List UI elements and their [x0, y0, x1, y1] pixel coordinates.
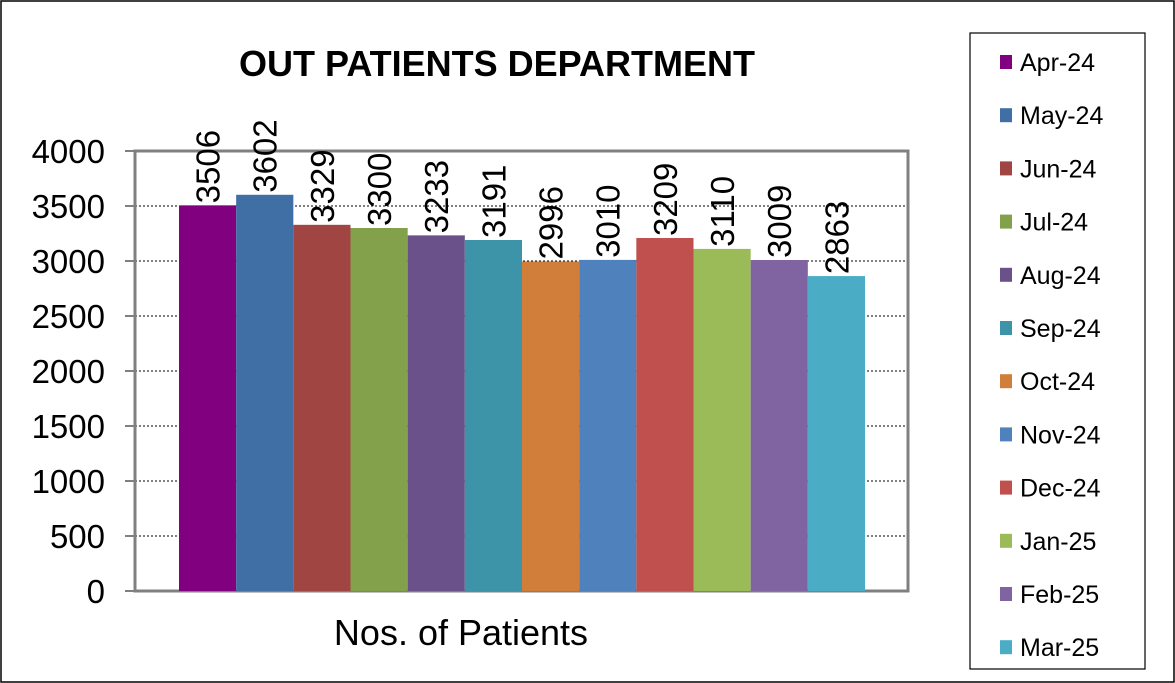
- bar-jun-24: [293, 224, 351, 591]
- legend-label-sep-24: Sep-24: [1020, 315, 1101, 343]
- bar-sep-24: [464, 239, 522, 592]
- legend-swatch-aug-24: [1000, 267, 1012, 282]
- bar-oct-24: [522, 261, 580, 591]
- y-tick-label: 3500: [32, 188, 105, 225]
- data-label-jul-24: 3300: [361, 153, 398, 226]
- bar-jan-25: [693, 248, 751, 591]
- legend-box: [969, 32, 1146, 670]
- legend-label-oct-24: Oct-24: [1020, 368, 1095, 396]
- data-label-feb-25: 3009: [761, 185, 798, 258]
- legend-label-jul-24: Jul-24: [1020, 209, 1088, 237]
- y-tick-label: 2000: [32, 353, 105, 390]
- bar-apr-24: [179, 205, 237, 591]
- legend-label-feb-25: Feb-25: [1020, 581, 1099, 609]
- y-tick-label: 1500: [32, 408, 105, 445]
- bar-dec-24: [636, 238, 694, 591]
- legend-swatch-jun-24: [1000, 161, 1012, 176]
- legend-label-aug-24: Aug-24: [1020, 262, 1101, 290]
- y-tick-label: 4000: [32, 133, 105, 170]
- legend-label-apr-24: Apr-24: [1020, 49, 1095, 77]
- bar-aug-24: [407, 235, 465, 591]
- data-label-oct-24: 2996: [533, 186, 570, 259]
- legend-swatch-oct-24: [1000, 374, 1012, 389]
- legend-label-jan-25: Jan-25: [1020, 528, 1096, 556]
- data-label-nov-24: 3010: [590, 184, 627, 257]
- data-label-mar-25: 2863: [818, 201, 855, 274]
- bar-mar-25: [807, 276, 865, 591]
- chart-title: OUT PATIENTS DEPARTMENT: [239, 43, 755, 84]
- legend-label-jun-24: Jun-24: [1020, 155, 1097, 183]
- y-tick-label: 0: [87, 573, 105, 610]
- data-label-may-24: 3602: [247, 119, 284, 192]
- y-axis-tick-labels: 0 500 1000 1500 2000 2500 3000 3500 4000: [32, 133, 135, 610]
- legend-label-dec-24: Dec-24: [1020, 475, 1101, 503]
- legend-swatch-feb-25: [1000, 587, 1012, 601]
- legend-swatch-sep-24: [1000, 321, 1012, 335]
- y-tick-label: 500: [50, 518, 105, 555]
- data-labels: 3506 3602 3329 3300 3233 3191 2996 3010 3209 3110…: [190, 119, 856, 274]
- legend-swatch-mar-25: [1000, 640, 1012, 655]
- legend-label-mar-25: Mar-25: [1020, 634, 1099, 662]
- bars: [179, 194, 865, 592]
- y-tick-label: 1000: [32, 463, 105, 500]
- data-label-apr-24: 3506: [190, 130, 227, 203]
- data-label-dec-24: 3209: [647, 163, 684, 236]
- data-label-sep-24: 3191: [475, 165, 512, 238]
- legend-label-may-24: May-24: [1020, 102, 1103, 130]
- bar-feb-25: [750, 260, 808, 591]
- y-tick-label: 3000: [32, 243, 105, 280]
- bar-jul-24: [350, 228, 408, 591]
- legend: Apr-24 May-24 Jun-24 Jul-24 Aug-24 Sep-24 Oct-…: [1000, 49, 1103, 662]
- bar-may-24: [236, 194, 294, 591]
- legend-swatch-jul-24: [1000, 214, 1012, 229]
- data-label-aug-24: 3233: [418, 160, 455, 233]
- data-label-jan-25: 3110: [704, 176, 741, 247]
- legend-label-nov-24: Nov-24: [1020, 421, 1101, 449]
- bar-nov-24: [579, 259, 637, 591]
- legend-swatch-dec-24: [1000, 480, 1012, 495]
- legend-swatch-may-24: [1000, 108, 1012, 123]
- legend-swatch-nov-24: [1000, 427, 1012, 442]
- y-tick-label: 2500: [32, 298, 105, 335]
- legend-swatch-jan-25: [1000, 533, 1012, 548]
- data-label-jun-24: 3329: [304, 149, 341, 222]
- x-axis-label: Nos. of Patients: [334, 612, 588, 653]
- legend-swatch-apr-24: [1000, 55, 1012, 69]
